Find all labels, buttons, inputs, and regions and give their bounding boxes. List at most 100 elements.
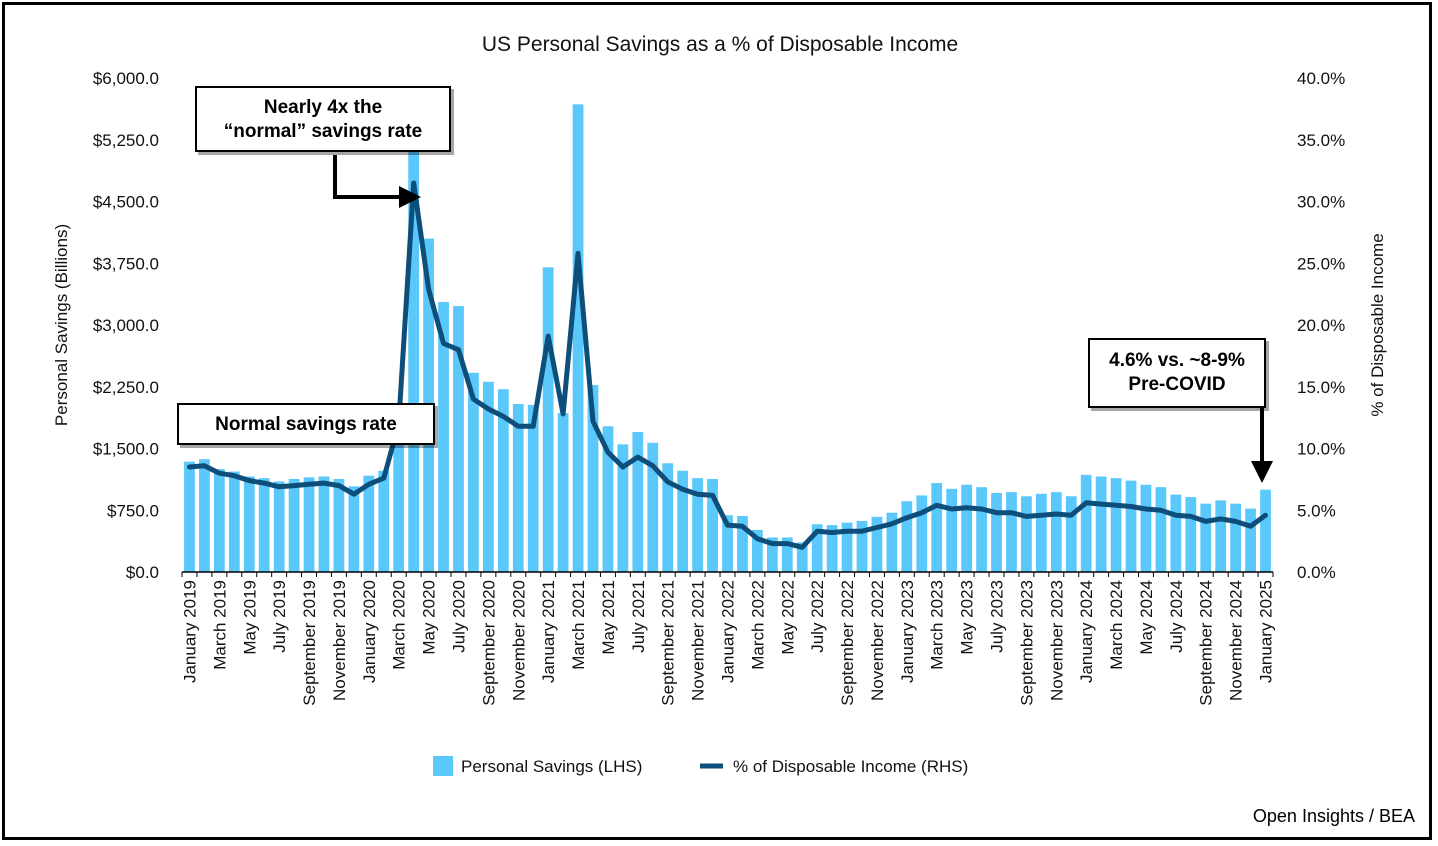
- bar: [752, 530, 763, 572]
- line-point: [636, 455, 640, 459]
- line-point: [1129, 505, 1133, 508]
- bar: [1245, 508, 1256, 572]
- bar: [378, 470, 390, 572]
- y-left-tick-label: $5,250.0: [93, 131, 159, 150]
- line-point: [801, 546, 804, 549]
- line-point: [277, 485, 281, 488]
- line-point: [1010, 511, 1013, 514]
- line-point: [1099, 502, 1103, 506]
- x-tick-label: July 2019: [270, 580, 289, 653]
- line-point: [980, 507, 983, 511]
- bar: [781, 537, 793, 572]
- callout-latest-line2: Pre-COVID: [1128, 374, 1226, 395]
- y-left-tick-label: $0.0: [126, 563, 159, 582]
- line-point: [1040, 513, 1043, 517]
- y-right-tick-label: 35.0%: [1297, 131, 1345, 150]
- line-point: [487, 407, 490, 411]
- bar: [632, 432, 644, 572]
- line-point: [711, 494, 714, 497]
- line-point: [1189, 515, 1193, 518]
- y-left-tick-label: $2,250.0: [93, 378, 159, 397]
- bar: [393, 408, 405, 572]
- bar: [826, 525, 838, 572]
- bar: [1021, 496, 1032, 572]
- bar: [1185, 497, 1197, 572]
- legend: Personal Savings (LHS) % of Disposable In…: [433, 756, 968, 776]
- x-tick-label: March 2022: [748, 580, 767, 670]
- bar: [213, 469, 225, 572]
- y-right-tick-label: 10.0%: [1297, 440, 1345, 459]
- x-tick-label: September 2024: [1197, 580, 1216, 706]
- bar: [542, 267, 554, 572]
- bar: [886, 512, 898, 572]
- line-point: [1144, 507, 1148, 511]
- line-series: [187, 180, 1268, 550]
- bar: [766, 537, 778, 572]
- line-point: [188, 465, 191, 469]
- bar: [1125, 480, 1137, 572]
- bar: [288, 478, 300, 572]
- line-point: [1204, 520, 1207, 523]
- bar: [1230, 503, 1242, 572]
- legend-bar-swatch: [433, 756, 453, 776]
- bar: [363, 475, 375, 572]
- bar: [737, 516, 748, 572]
- x-tick-label: September 2020: [479, 580, 498, 706]
- line-point: [726, 523, 729, 527]
- line-point: [965, 506, 968, 509]
- bar: [961, 484, 973, 572]
- x-tick-label: May 2022: [778, 580, 797, 655]
- bar: [453, 306, 464, 572]
- x-tick-label: July 2022: [808, 580, 827, 653]
- bar: [1065, 496, 1077, 572]
- line-point: [815, 530, 819, 533]
- bar: [258, 478, 270, 572]
- x-tick-label: July 2021: [629, 580, 648, 653]
- line-point: [457, 348, 460, 351]
- bar: [1006, 492, 1017, 572]
- x-tick-label: September 2023: [1017, 580, 1036, 706]
- line-point: [1084, 501, 1088, 505]
- x-tick-label: September 2021: [659, 580, 678, 706]
- line-point: [860, 530, 864, 533]
- bar: [527, 404, 539, 572]
- bar: [1050, 492, 1062, 572]
- bar: [572, 104, 584, 572]
- line-point: [666, 480, 669, 484]
- line-point: [218, 472, 221, 475]
- line-point: [935, 504, 938, 507]
- bar: [1140, 484, 1152, 572]
- bar: [617, 444, 629, 572]
- bar: [243, 476, 255, 572]
- source-label: Open Insights / BEA: [1252, 806, 1415, 826]
- bar: [512, 404, 524, 572]
- line-point: [681, 488, 684, 491]
- x-tick-label: May 2019: [240, 580, 259, 655]
- line-point: [382, 476, 385, 480]
- y-right-tick-label: 15.0%: [1297, 378, 1345, 397]
- y-left-tick-label: $4,500.0: [93, 193, 159, 212]
- line-point: [532, 425, 535, 428]
- bar: [1200, 503, 1212, 572]
- bar: [871, 516, 883, 572]
- y-left-tick-label: $6,000.0: [93, 69, 159, 88]
- line-point: [576, 252, 580, 255]
- legend-line-label: % of Disposable Income (RHS): [733, 757, 968, 776]
- line-point: [502, 415, 505, 418]
- x-tick-label: July 2024: [1167, 580, 1186, 653]
- line-point: [1174, 513, 1178, 517]
- bar: [662, 463, 674, 572]
- line-point: [412, 181, 415, 185]
- x-tick-label: January 2024: [1077, 580, 1096, 683]
- bar: [1095, 476, 1107, 572]
- line-point: [786, 542, 789, 545]
- bar: [692, 478, 703, 572]
- x-tick-label: May 2023: [958, 580, 977, 655]
- x-tick-label: May 2024: [1137, 580, 1156, 655]
- line-point: [472, 397, 475, 401]
- line-point: [1070, 513, 1073, 517]
- x-tick-label: March 2023: [928, 580, 947, 670]
- bar: [991, 492, 1002, 572]
- bar: [841, 522, 853, 572]
- line-point: [741, 525, 744, 528]
